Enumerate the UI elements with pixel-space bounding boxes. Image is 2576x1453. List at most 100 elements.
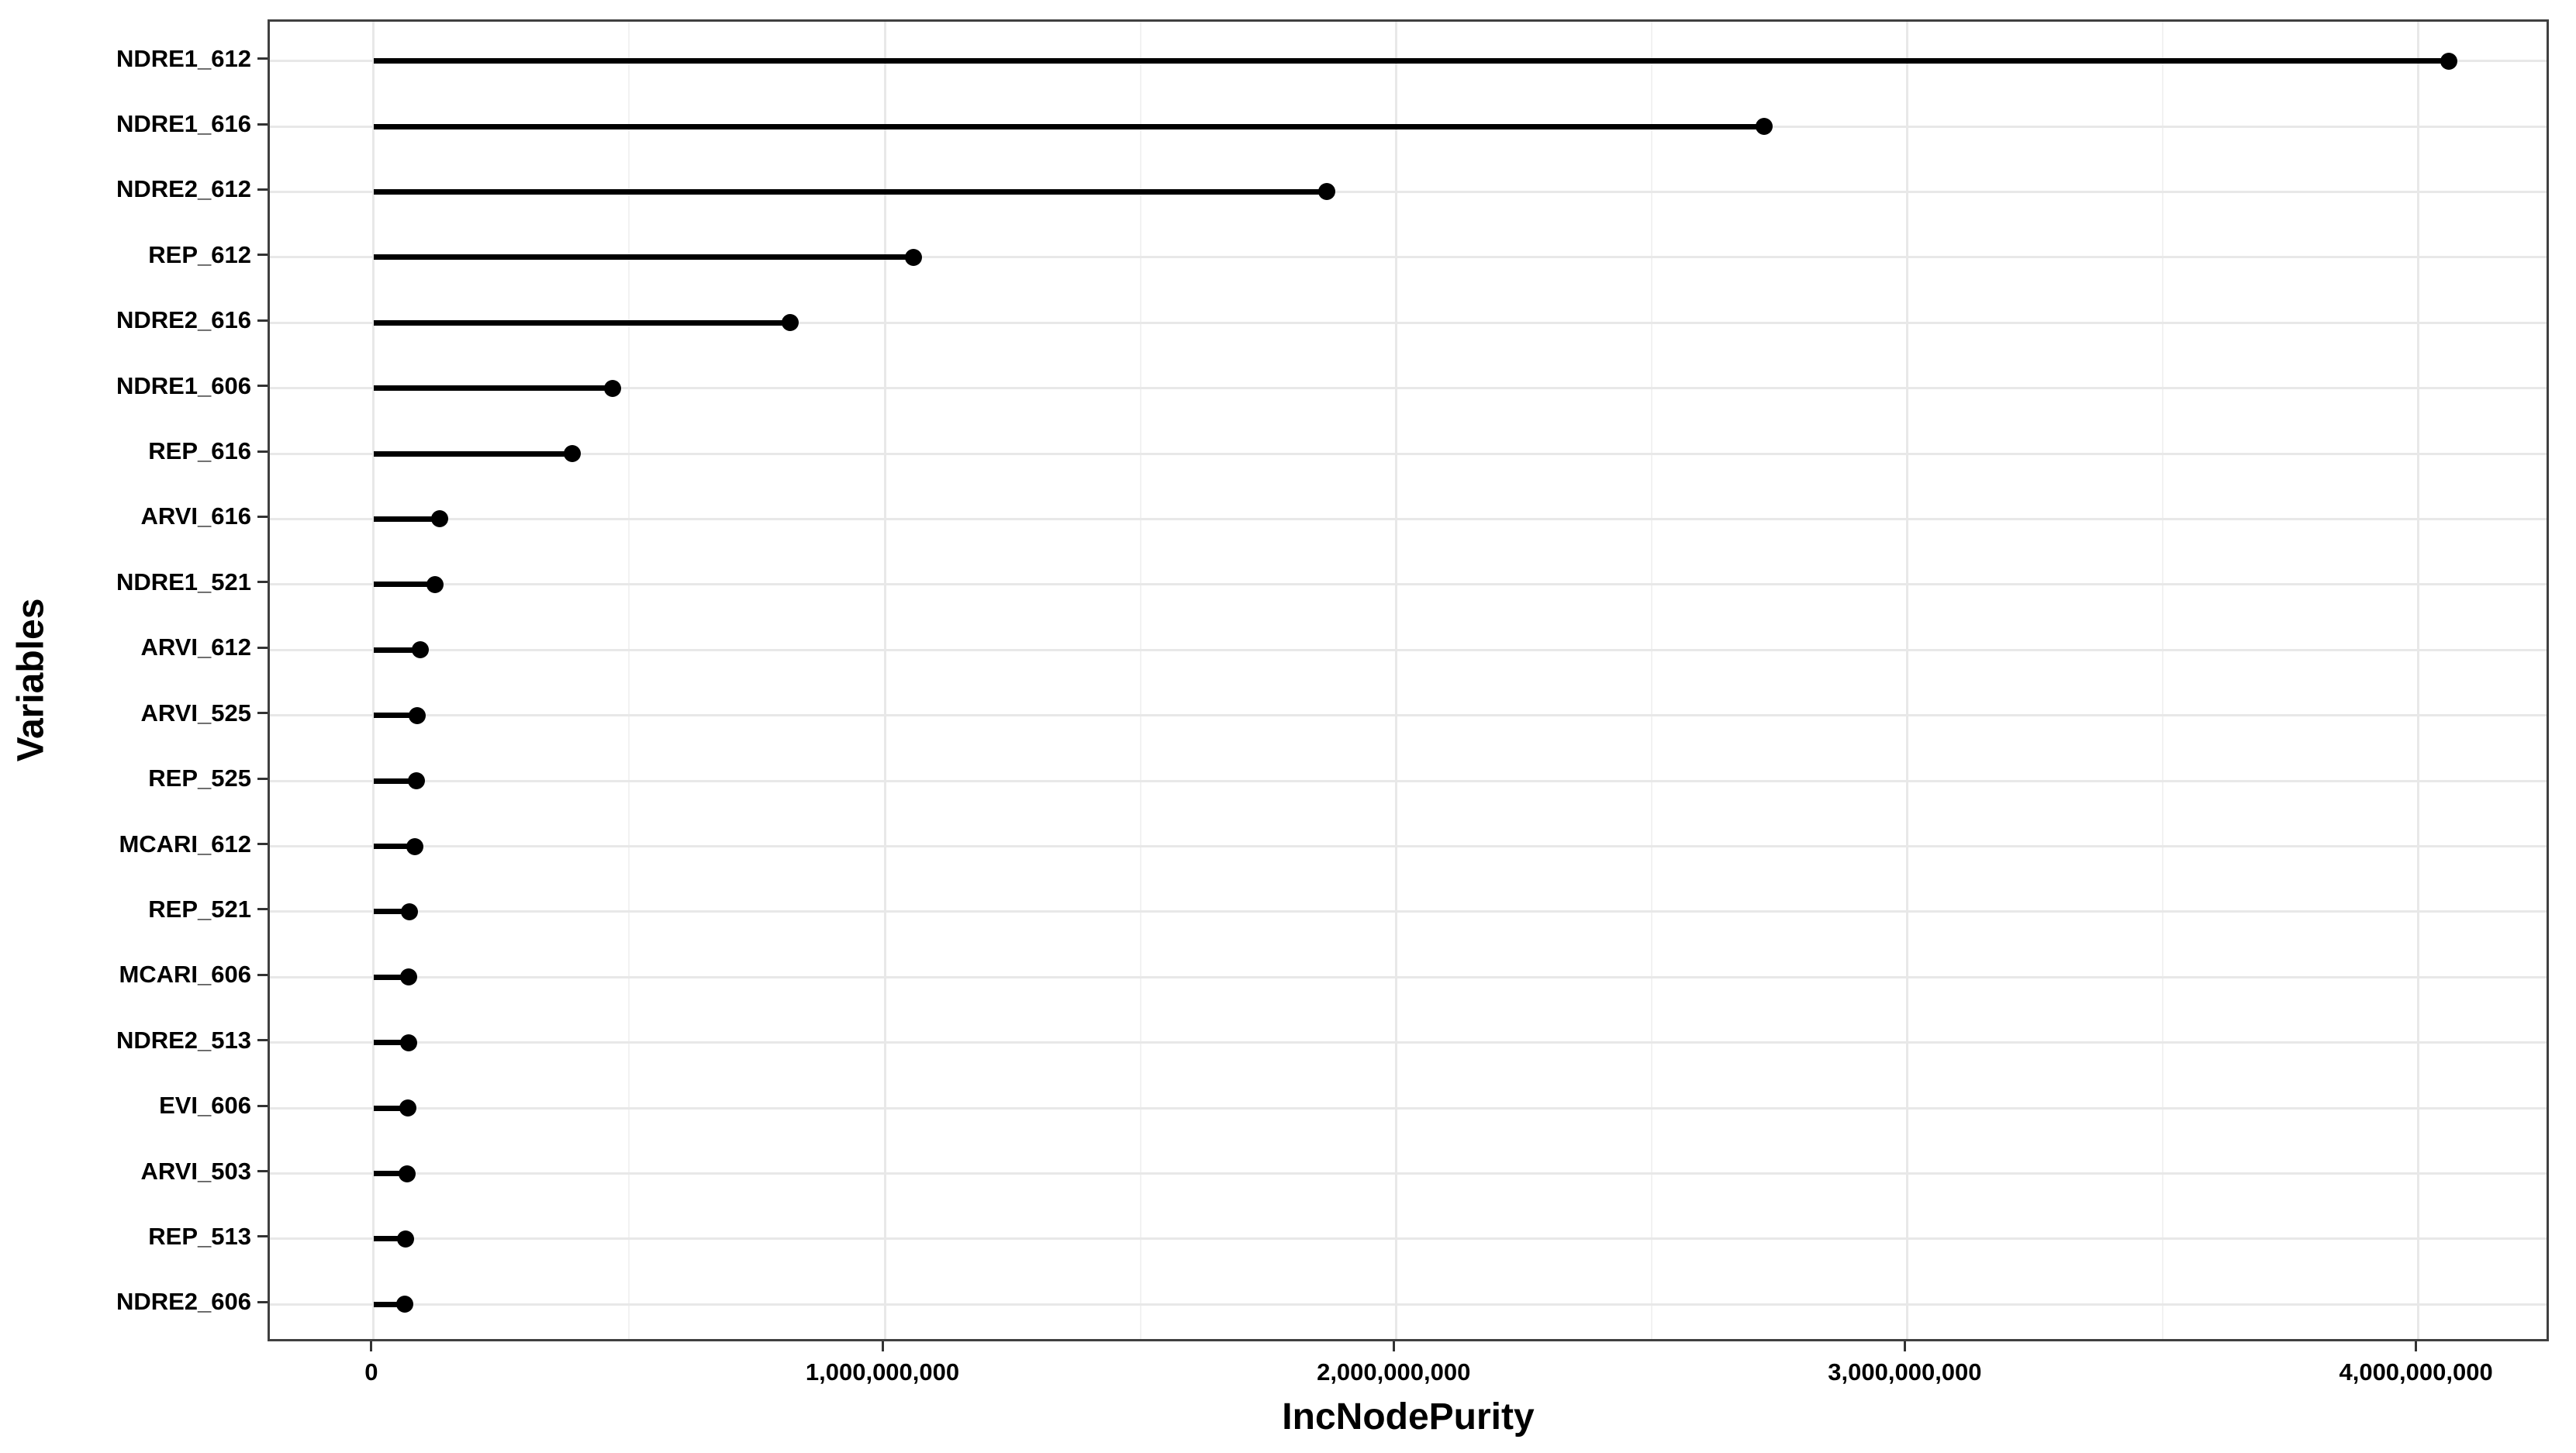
y-tick-label: MCARI_606 [119, 961, 251, 989]
y-tick-label: MCARI_612 [119, 830, 251, 858]
x-axis-title: IncNodePurity [1282, 1396, 1535, 1437]
gridline-y-major [270, 190, 2547, 193]
lollipop-stem [373, 778, 416, 784]
lollipop-dot [782, 314, 799, 332]
y-axis-tick [257, 712, 268, 715]
x-tick-label: 0 [364, 1358, 378, 1386]
y-axis-tick [257, 1039, 268, 1042]
y-tick-label: NDRE1_521 [116, 568, 251, 595]
lollipop-dot [563, 445, 581, 463]
x-tick-label: 2,000,000,000 [1317, 1358, 1471, 1386]
x-tick-label: 3,000,000,000 [1828, 1358, 1982, 1386]
x-axis-tick [881, 1341, 884, 1351]
y-tick-label: NDRE1_612 [116, 44, 251, 72]
y-tick-label: ARVI_525 [140, 699, 251, 726]
gridline-y-major [270, 1106, 2547, 1110]
gridline-y-major [270, 1237, 2547, 1241]
y-axis-tick [257, 515, 268, 518]
gridline-x-minor [2162, 22, 2163, 1339]
lollipop-stem [373, 1040, 409, 1046]
lollipop-dot [399, 1034, 417, 1051]
lollipop-dot [603, 379, 621, 397]
x-axis-tick [1392, 1341, 1395, 1351]
y-axis-tick [257, 646, 268, 649]
x-tick-label: 4,000,000,000 [2339, 1358, 2493, 1386]
y-axis-tick [257, 843, 268, 845]
lollipop-dot [399, 968, 417, 986]
gridline-y-major [270, 583, 2547, 586]
gridline-y-major [270, 1172, 2547, 1175]
lollipop-dot [1755, 118, 1773, 136]
y-tick-label: NDRE1_616 [116, 110, 251, 138]
lollipop-stem [373, 1236, 406, 1242]
gridline-y-major [270, 256, 2547, 259]
gridline-y-major [270, 714, 2547, 717]
gridline-x-major [1394, 22, 1397, 1339]
y-axis-tick [257, 973, 268, 976]
gridline-y-major [270, 1303, 2547, 1306]
gridline-y-major [270, 910, 2547, 913]
lollipop-stem [373, 844, 415, 849]
y-axis-tick [257, 581, 268, 584]
lollipop-stem [373, 58, 2450, 64]
lollipop-stem [373, 1301, 406, 1307]
gridline-y-major [270, 452, 2547, 455]
lollipop-dot [904, 248, 922, 266]
y-axis-title: Variables [10, 598, 52, 762]
gridline-y-major [270, 321, 2547, 324]
y-axis-tick [257, 123, 268, 126]
gridline-x-minor [1139, 22, 1141, 1339]
x-axis-tick [2415, 1341, 2418, 1351]
lollipop-stem [373, 974, 409, 980]
y-tick-label: REP_612 [148, 240, 251, 268]
y-axis-tick [257, 1235, 268, 1238]
y-tick-label: ARVI_503 [140, 1157, 251, 1185]
y-axis-tick [257, 385, 268, 388]
lollipop-stem [373, 385, 613, 392]
lollipop-dot [399, 1099, 416, 1117]
lollipop-dot [2440, 52, 2458, 70]
gridline-y-major [270, 975, 2547, 978]
gridline-y-major [270, 648, 2547, 651]
x-axis-tick [370, 1341, 373, 1351]
lollipop-stem [373, 516, 440, 522]
y-axis-tick [257, 1170, 268, 1173]
lollipop-stem [373, 188, 1328, 195]
y-tick-label: NDRE2_612 [116, 175, 251, 203]
y-tick-label: REP_513 [148, 1222, 251, 1250]
lollipop-dot [430, 510, 448, 528]
lollipop-stem [373, 123, 1764, 129]
y-tick-label: REP_616 [148, 437, 251, 465]
y-axis-tick [257, 319, 268, 322]
y-tick-label: REP_525 [148, 764, 251, 792]
y-axis-tick [257, 777, 268, 780]
y-tick-label: NDRE2_513 [116, 1026, 251, 1054]
gridline-x-minor [1650, 22, 1652, 1339]
y-tick-label: ARVI_612 [140, 633, 251, 661]
x-tick-label: 1,000,000,000 [805, 1358, 960, 1386]
y-axis-tick [257, 188, 268, 191]
y-tick-label: NDRE1_606 [116, 371, 251, 399]
gridline-y-major [270, 1041, 2547, 1044]
lollipop-dot [406, 837, 423, 855]
y-tick-label: EVI_606 [159, 1092, 251, 1120]
gridline-x-minor [628, 22, 630, 1339]
lollipop-stem [373, 713, 417, 719]
gridline-y-major [270, 387, 2547, 390]
gridline-x-major [1905, 22, 1908, 1339]
lollipop-stem [373, 319, 791, 326]
lollipop-dot [396, 1230, 414, 1248]
y-tick-label: ARVI_616 [140, 502, 251, 530]
y-tick-label: NDRE2_606 [116, 1288, 251, 1316]
gridline-x-major [2417, 22, 2420, 1339]
lollipop-dot [396, 1296, 414, 1313]
gridline-y-major [270, 517, 2547, 520]
lollipop-dot [398, 1165, 416, 1182]
lollipop-stem [373, 647, 420, 653]
lollipop-stem [373, 582, 435, 588]
lollipop-stem [373, 909, 409, 915]
lollipop-stem [373, 254, 913, 261]
y-axis-tick [257, 1300, 268, 1303]
gridline-y-major [270, 779, 2547, 782]
